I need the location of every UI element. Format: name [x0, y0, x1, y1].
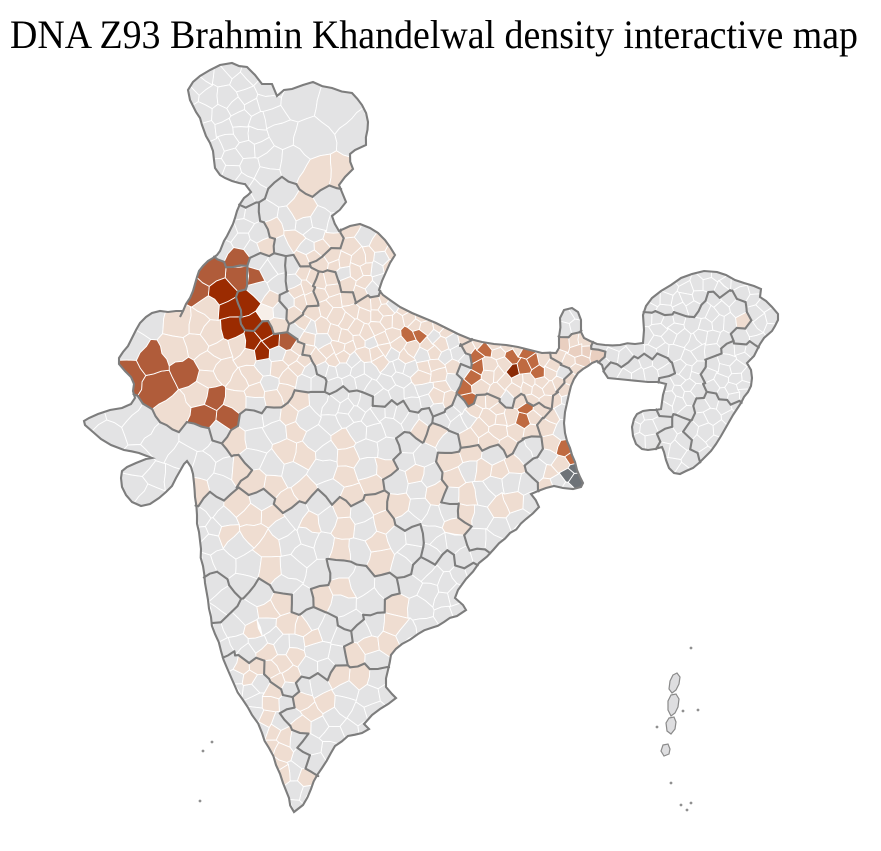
svg-text:DNA Z93 Brahmin Khandelwal den: DNA Z93 Brahmin Khandelwal density inter…: [10, 12, 858, 57]
